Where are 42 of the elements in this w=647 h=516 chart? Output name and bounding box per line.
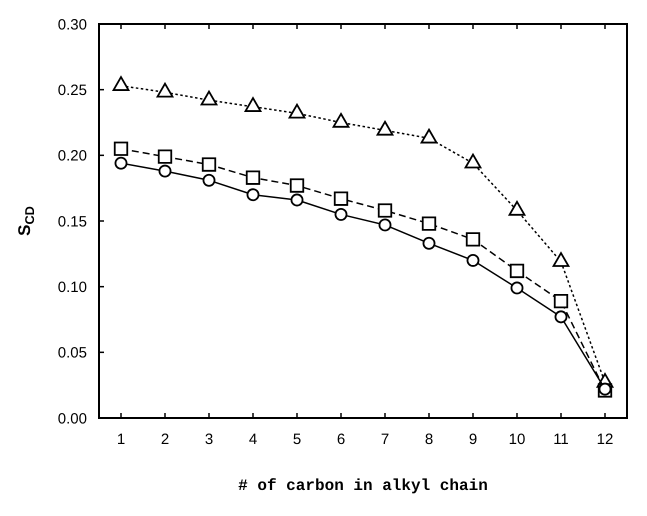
point <box>158 149 172 164</box>
y-tick-label: 0.30 <box>58 16 87 34</box>
point <box>290 178 304 193</box>
x-tick-label: 9 <box>468 431 478 448</box>
point <box>334 192 348 206</box>
point <box>378 203 392 218</box>
x-tick-label: 6 <box>336 431 346 448</box>
y-tick-label: 0.20 <box>58 148 87 165</box>
point <box>202 174 216 187</box>
point <box>554 310 568 324</box>
y-tick-label: 0.05 <box>58 344 87 362</box>
point <box>510 264 524 278</box>
x-tick-label: 2 <box>160 431 170 448</box>
point <box>466 232 480 247</box>
point <box>202 157 216 172</box>
point <box>378 218 392 232</box>
x-tick-label: 12 <box>596 431 614 448</box>
point <box>466 254 480 267</box>
point <box>422 216 436 231</box>
point <box>246 170 260 185</box>
point <box>114 142 128 156</box>
y-tick-label: 0.25 <box>58 82 87 99</box>
point <box>334 208 348 221</box>
point <box>510 282 524 294</box>
point <box>554 294 568 308</box>
x-tick-label: 7 <box>380 431 390 448</box>
point <box>158 164 172 178</box>
x-axis-title: # of carbon in alkyl chain <box>238 477 488 495</box>
y-tick-label: 0.10 <box>58 278 87 296</box>
y-tick-label: 0.15 <box>58 213 87 230</box>
point <box>246 188 260 202</box>
point <box>114 156 128 170</box>
x-tick-label: 8 <box>424 431 434 448</box>
point <box>422 236 436 250</box>
y-tick-label: 0.00 <box>58 410 87 428</box>
x-tick-label: 4 <box>248 431 258 448</box>
x-tick-label: 10 <box>508 431 526 448</box>
x-tick-label: 5 <box>292 431 302 448</box>
x-tick-label: 1 <box>116 431 126 448</box>
x-tick-label: 11 <box>553 431 569 448</box>
x-tick-label: 3 <box>204 431 214 448</box>
point <box>290 194 304 206</box>
